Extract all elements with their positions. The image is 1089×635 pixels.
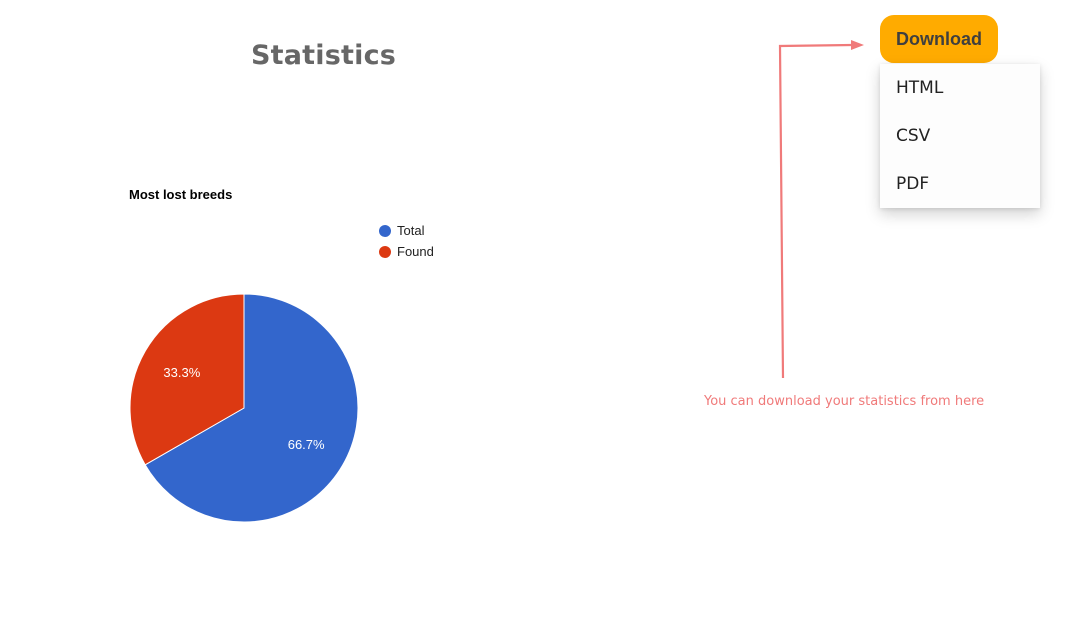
legend-label-found: Found	[397, 244, 434, 259]
chart-title: Most lost breeds	[129, 187, 233, 202]
legend-item-found: Found	[379, 241, 434, 262]
legend-item-total: Total	[379, 220, 434, 241]
legend-swatch-total	[379, 224, 391, 237]
legend-swatch-found	[379, 245, 391, 258]
pie-label-total: 66.7%	[288, 437, 325, 452]
annotation-text: You can download your statistics from he…	[704, 394, 985, 409]
pie-slice-found	[129, 293, 245, 466]
download-csv-option[interactable]: CSV	[896, 126, 931, 146]
chart-legend: Total Found	[379, 220, 434, 262]
download-button[interactable]: Download	[880, 15, 998, 63]
page-title: Statistics	[251, 40, 397, 71]
pie-label-found: 33.3%	[163, 365, 200, 380]
legend-label-total: Total	[397, 223, 425, 238]
download-dropdown-menu: HTML CSV PDF	[880, 64, 1040, 208]
download-html-option[interactable]: HTML	[896, 78, 944, 98]
pie-slice-total	[144, 293, 359, 523]
download-pdf-option[interactable]: PDF	[896, 174, 930, 194]
